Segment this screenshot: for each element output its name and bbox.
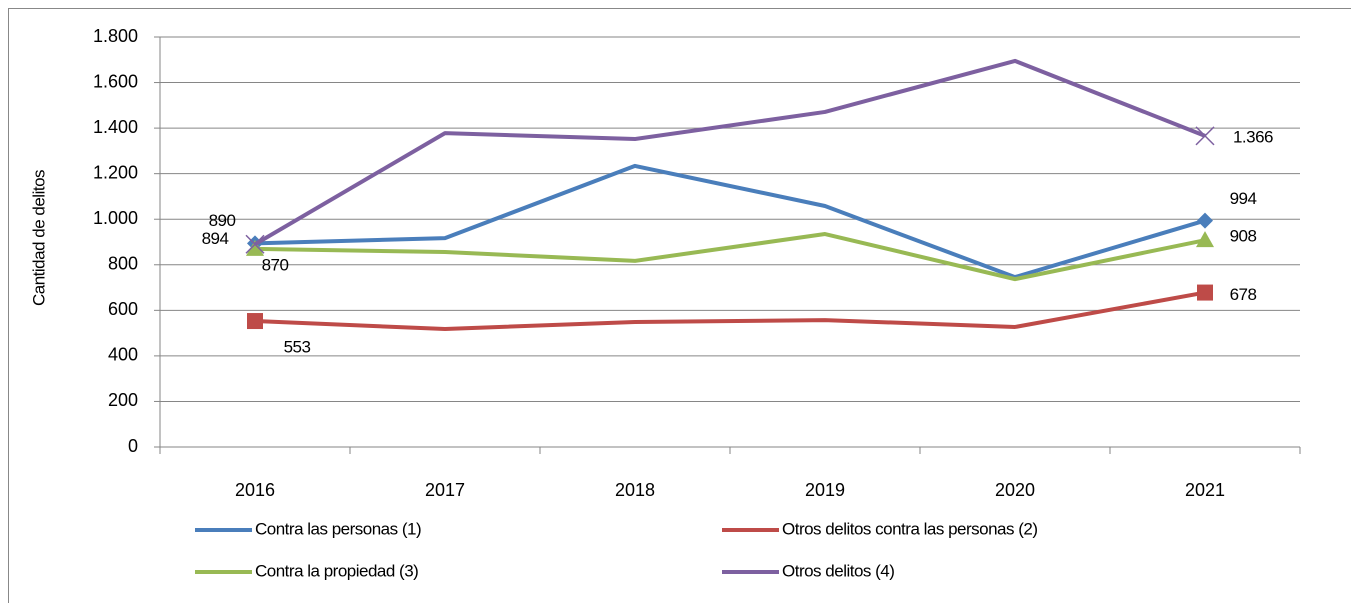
data-label: 678	[1230, 285, 1257, 304]
y-tick-label: 1.400	[93, 117, 138, 137]
y-axis-title: Cantidad de delitos	[29, 170, 48, 306]
y-tick-label: 1.200	[93, 162, 138, 182]
legend-label: Otros delitos contra las personas (2)	[782, 519, 1038, 538]
y-tick-label: 1.600	[93, 71, 138, 91]
legend-label: Contra la propiedad (3)	[255, 561, 418, 580]
x-tick-label: 2019	[805, 480, 845, 500]
legend-label: Contra las personas (1)	[255, 519, 421, 538]
series-line	[253, 58, 1206, 247]
y-tick-label: 800	[108, 254, 138, 274]
marker	[247, 313, 263, 330]
data-label: 908	[1230, 227, 1257, 246]
y-tick-label: 1.000	[93, 208, 138, 228]
marker	[245, 234, 265, 254]
y-tick-label: 0	[128, 436, 138, 456]
x-tick-label: 2018	[615, 480, 655, 500]
data-label: 1.366	[1233, 127, 1273, 146]
series-line	[254, 290, 1206, 332]
series-line	[254, 163, 1206, 280]
data-label: 994	[1230, 189, 1257, 208]
marker	[1195, 126, 1215, 146]
data-label: 870	[262, 255, 289, 274]
marker	[1196, 231, 1214, 248]
y-tick-label: 1.800	[93, 26, 138, 46]
x-tick-label: 2017	[425, 480, 465, 500]
y-tick-label: 400	[108, 345, 138, 365]
series-line	[254, 232, 1206, 282]
y-tick-label: 600	[108, 299, 138, 319]
x-tick-label: 2016	[235, 480, 275, 500]
marker	[1197, 284, 1213, 301]
legend-label: Otros delitos (4)	[782, 561, 894, 580]
y-tick-label: 200	[108, 390, 138, 410]
data-label: 894	[202, 229, 229, 248]
chart-frame	[8, 8, 1351, 603]
data-label: 553	[284, 338, 311, 357]
marker	[1197, 212, 1213, 229]
x-tick-label: 2020	[995, 480, 1035, 500]
data-label: 890	[209, 211, 236, 230]
marker	[246, 239, 264, 256]
x-tick-label: 2021	[1185, 480, 1225, 500]
